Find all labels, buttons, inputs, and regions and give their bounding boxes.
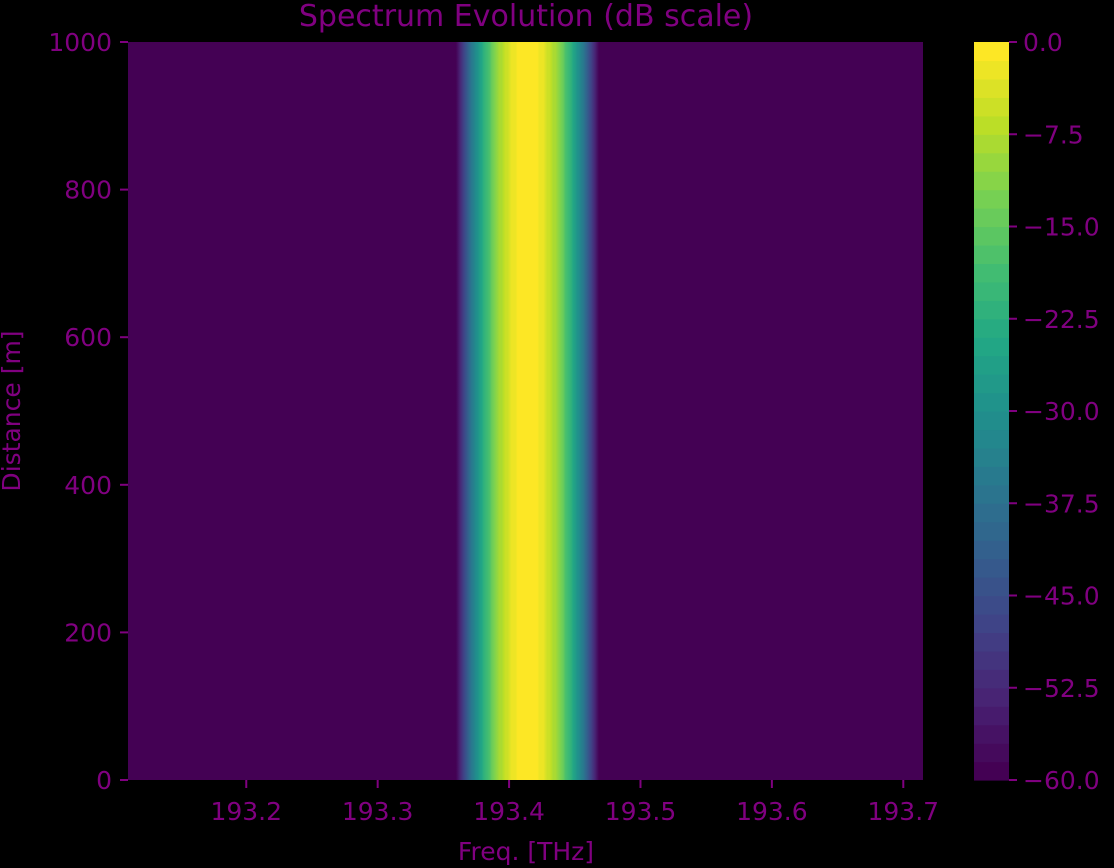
x-tick-label: 193.6: [736, 797, 808, 826]
x-tick-label: 193.4: [473, 797, 545, 826]
heatmap-plot-area: [128, 42, 923, 780]
colorbar-level: [974, 244, 1009, 264]
x-tick-label: 193.3: [342, 797, 414, 826]
colorbar-tick-label: 0.0: [1023, 28, 1063, 57]
colorbar-level: [974, 521, 1009, 541]
colorbar-tick-label: −45.0: [1023, 582, 1100, 611]
colorbar-level: [974, 208, 1009, 228]
colorbar-tick-label: −52.5: [1023, 674, 1100, 703]
x-axis-label: Freq. [THz]: [458, 837, 594, 866]
colorbar-level: [974, 484, 1009, 504]
colorbar-level: [974, 115, 1009, 135]
colorbar-level: [974, 724, 1009, 744]
colorbar-level: [974, 374, 1009, 394]
colorbar-level: [974, 42, 1009, 62]
x-tick-label: 193.5: [605, 797, 677, 826]
colorbar-axis: 0.0 −7.5 −15.0 −22.5 −30.0 −37.5 −45.0 −52.5 −60…: [1009, 28, 1100, 795]
colorbar-level: [974, 337, 1009, 357]
colorbar-level: [974, 97, 1009, 117]
colorbar-level: [974, 152, 1009, 172]
colorbar-level: [974, 78, 1009, 98]
colorbar-level: [974, 558, 1009, 578]
colorbar-level: [974, 226, 1009, 246]
colorbar-level: [974, 60, 1009, 80]
chart-title: Spectrum Evolution (dB scale): [299, 0, 753, 34]
colorbar-level: [974, 429, 1009, 449]
colorbar-level: [974, 613, 1009, 633]
x-tick-label: 193.7: [868, 797, 940, 826]
colorbar-level: [974, 743, 1009, 763]
colorbar-tick-label: −37.5: [1023, 489, 1100, 518]
colorbar: [974, 42, 1009, 781]
colorbar-level: [974, 706, 1009, 726]
x-axis: 193.2 193.3 193.4 193.5 193.6 193.7: [210, 780, 939, 826]
colorbar-level: [974, 632, 1009, 652]
y-tick-label: 1000: [48, 28, 112, 57]
colorbar-level: [974, 263, 1009, 283]
y-tick-label: 400: [64, 471, 112, 500]
colorbar-level: [974, 355, 1009, 375]
colorbar-level: [974, 171, 1009, 191]
colorbar-level: [974, 134, 1009, 154]
colorbar-tick-label: −22.5: [1023, 305, 1100, 334]
y-axis: 0 200 400 600 800 1000: [48, 28, 128, 795]
colorbar-level: [974, 411, 1009, 431]
colorbar-level: [974, 300, 1009, 320]
y-tick-label: 800: [64, 176, 112, 205]
colorbar-level: [974, 687, 1009, 707]
colorbar-level: [974, 650, 1009, 670]
colorbar-tick-label: −30.0: [1023, 397, 1100, 426]
colorbar-level: [974, 540, 1009, 560]
colorbar-tick-label: −60.0: [1023, 766, 1100, 795]
colorbar-level: [974, 189, 1009, 209]
y-tick-label: 200: [64, 618, 112, 647]
colorbar-level: [974, 318, 1009, 338]
colorbar-level: [974, 392, 1009, 412]
colorbar-tick-label: −7.5: [1023, 120, 1084, 149]
colorbar-level: [974, 577, 1009, 597]
colorbar-tick-label: −15.0: [1023, 213, 1100, 242]
y-tick-label: 0: [96, 766, 112, 795]
colorbar-level: [974, 503, 1009, 523]
y-tick-label: 600: [64, 323, 112, 352]
colorbar-level: [974, 761, 1009, 781]
y-axis-label: Distance [m]: [0, 330, 26, 491]
colorbar-level: [974, 447, 1009, 467]
colorbar-level: [974, 669, 1009, 689]
colorbar-level: [974, 466, 1009, 486]
x-tick-label: 193.2: [210, 797, 282, 826]
colorbar-level: [974, 281, 1009, 301]
colorbar-level: [974, 595, 1009, 615]
